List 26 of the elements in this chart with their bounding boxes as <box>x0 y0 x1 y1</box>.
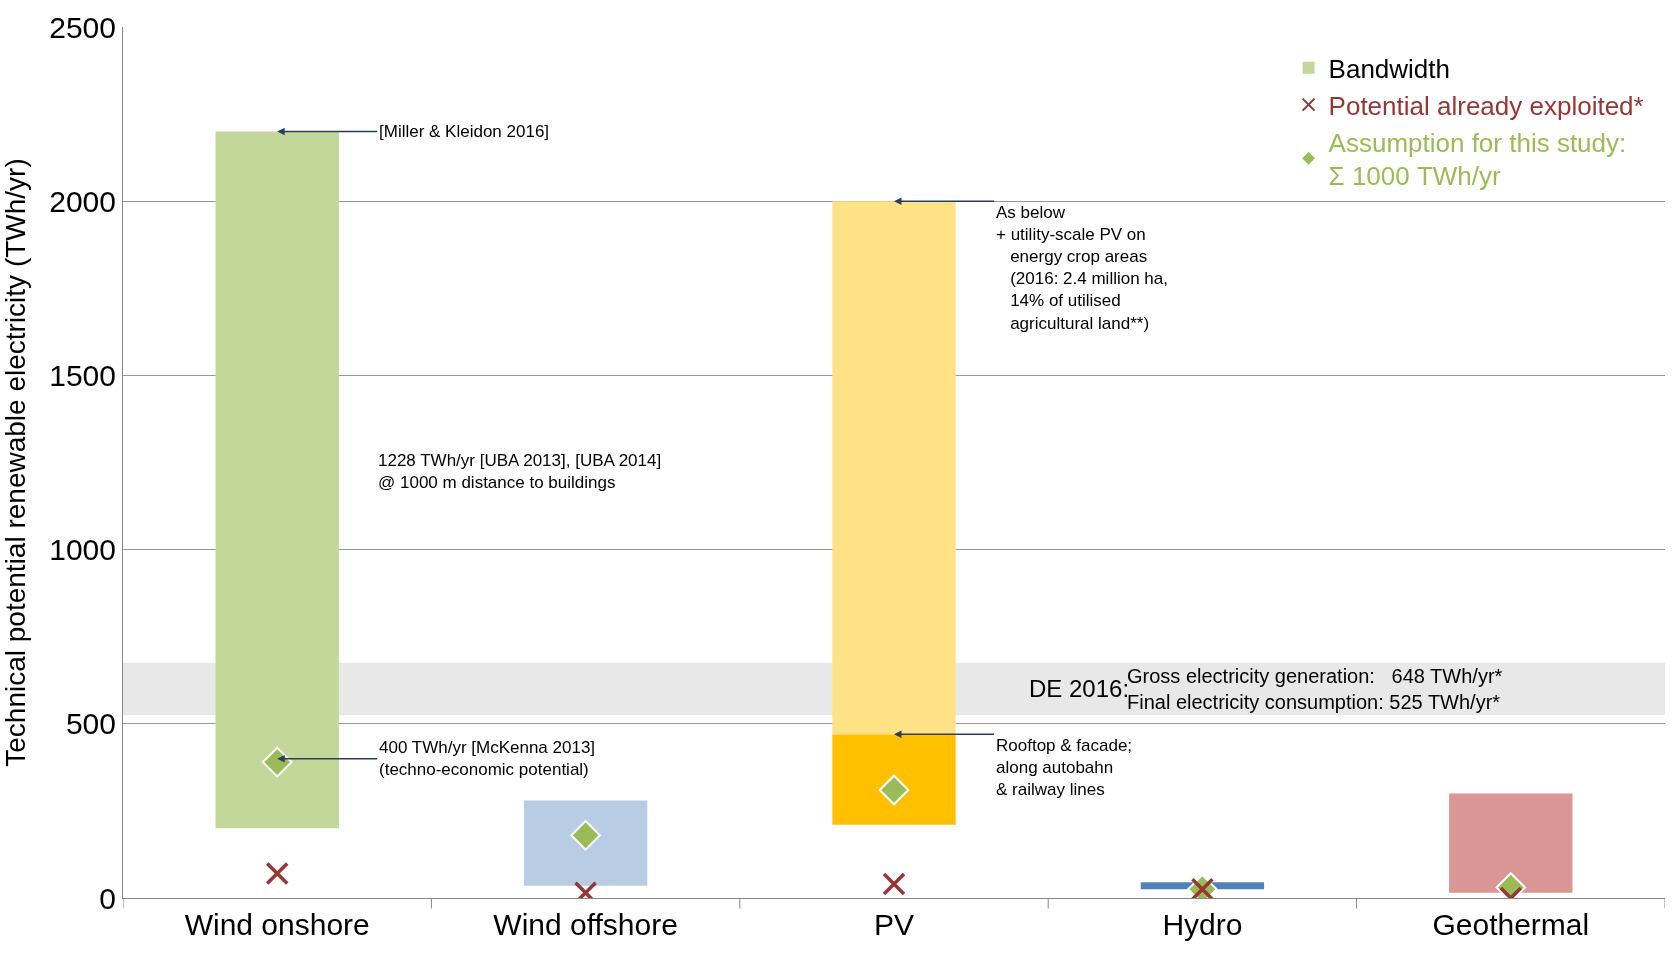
x-tick-label: Geothermal <box>1432 908 1590 941</box>
y-tick-label: 2000 <box>49 184 116 218</box>
legend-label: Bandwidth <box>1328 53 1450 84</box>
bar <box>1449 793 1573 893</box>
annotation: 1228 TWh/yr [UBA 2013], [UBA 2014] @ 1000 m distance to buildings <box>378 451 662 493</box>
legend-label: Assumption for this study: Σ 1000 TWh/yr <box>1328 127 1627 192</box>
y-tick-label: 1500 <box>49 358 116 392</box>
bar <box>832 201 956 735</box>
y-axis-title: Technical potential renewable electricity (TWh/yr) <box>0 158 31 767</box>
annotation: Rooftop & facade; along autobahn & railway lines <box>996 736 1133 800</box>
x-tick-label: Wind onshore <box>184 908 370 941</box>
y-tick-label: 0 <box>99 881 116 915</box>
bar <box>832 734 956 825</box>
x-tick-label: PV <box>873 908 915 941</box>
annotation: 400 TWh/yr [McKenna 2013] (techno-economic potential) <box>379 738 596 780</box>
x-tick-label: Wind offshore <box>493 908 678 941</box>
bar <box>523 800 648 886</box>
bar <box>215 131 339 829</box>
y-tick-label: 1000 <box>49 533 116 567</box>
annotation: [Miller & Kleidon 2016] <box>379 122 550 141</box>
annotation: Gross electricity generation: 648 TWh/yr* Final electricity consumption: 525 TWh/yr* <box>1127 665 1503 713</box>
legend-label: Potential already exploited* <box>1328 90 1644 121</box>
x-tick-label: Hydro <box>1162 908 1243 941</box>
y-tick-label: 2500 <box>49 10 116 44</box>
y-tick-label: 500 <box>65 707 116 741</box>
annotation: As below + utility-scale PV on energy crop areas (2016: 2.4 million ha, 14% of utilised agricultural land**) <box>996 203 1168 333</box>
